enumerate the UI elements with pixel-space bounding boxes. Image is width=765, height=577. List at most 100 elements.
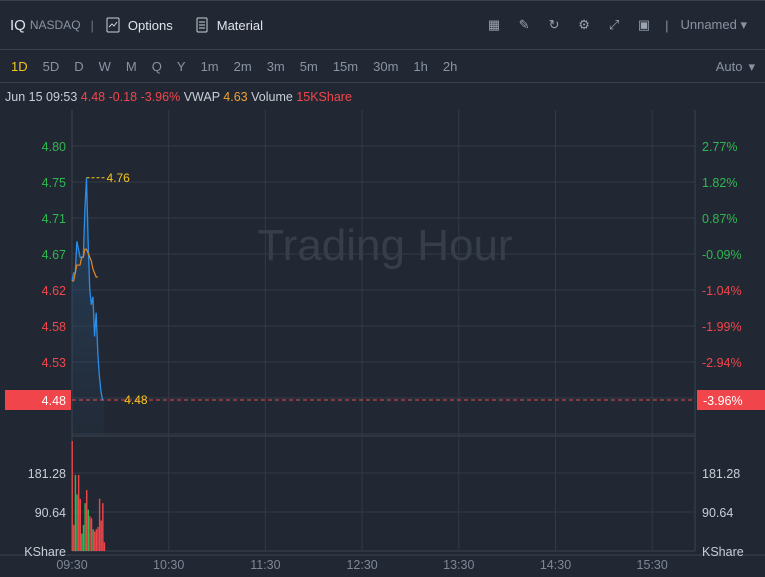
layout-select[interactable]: Unnamed ▾	[680, 17, 747, 33]
price-tick: 4.71	[42, 212, 66, 226]
volume-label: Volume	[251, 90, 293, 104]
info-price: 4.48	[80, 90, 106, 104]
volume-bar	[90, 518, 93, 551]
material-button[interactable]: Material	[193, 16, 263, 34]
price-tick: 4.80	[42, 140, 66, 154]
chevron-down-icon: ▾	[740, 17, 747, 32]
material-label: Material	[216, 17, 263, 33]
vwap-label: VWAP	[183, 90, 220, 104]
period-1h[interactable]: 1h	[413, 59, 428, 74]
vwap-line	[72, 248, 98, 282]
scale-mode-select[interactable]: Auto	[715, 59, 743, 74]
document-icon	[193, 16, 211, 34]
period-D[interactable]: D	[74, 59, 84, 74]
current-pct-badge-text: -3.96%	[703, 394, 743, 408]
volume-bar	[84, 503, 86, 551]
volume-bar	[74, 474, 77, 551]
time-tick: 10:30	[153, 558, 184, 572]
volume-bar	[94, 531, 96, 551]
volume-tick: 181.28	[28, 467, 66, 481]
options-button[interactable]: Options	[104, 16, 173, 34]
volume-value: 15KShare	[296, 90, 352, 104]
period-5m[interactable]: 5m	[299, 59, 318, 74]
volume-bar	[100, 520, 102, 551]
fullscreen-icon[interactable]: ⤢	[608, 17, 620, 32]
volume-bar	[81, 533, 83, 551]
pct-tick: -1.99%	[702, 320, 742, 334]
volume-bar	[76, 494, 78, 551]
volume-tick-right: 90.64	[702, 506, 733, 520]
layout-name: Unnamed	[680, 17, 737, 32]
refresh-icon[interactable]: ↻	[548, 17, 560, 32]
period-5D[interactable]: 5D	[42, 59, 60, 74]
volume-bar	[71, 441, 73, 551]
volume-bar	[79, 498, 81, 551]
price-tick: 4.58	[42, 320, 66, 334]
volume-bar	[82, 524, 85, 551]
volume-bar	[97, 527, 99, 551]
price-tick: 4.62	[42, 284, 66, 298]
period-Q[interactable]: Q	[151, 59, 162, 74]
pct-tick: 0.87%	[702, 212, 737, 226]
period-30m[interactable]: 30m	[373, 59, 399, 74]
price-tick: 4.53	[42, 356, 66, 370]
period-15m[interactable]: 15m	[332, 59, 359, 74]
pct-tick: 2.77%	[702, 140, 737, 154]
grid-layout-icon[interactable]: ▣	[637, 17, 651, 32]
period-1m[interactable]: 1m	[200, 59, 219, 74]
watermark: Trading Hour	[257, 221, 512, 270]
price-tick: 4.75	[42, 176, 66, 190]
divider: |	[665, 17, 669, 33]
pct-tick: 1.82%	[702, 176, 737, 190]
volume-unit-right: KShare	[702, 545, 744, 559]
volume-bar	[98, 498, 101, 551]
vwap-value: 4.63	[223, 90, 248, 104]
chart-type-icon[interactable]: ▦	[487, 17, 501, 32]
price-area	[72, 177, 105, 436]
time-tick: 11:30	[250, 558, 280, 572]
info-line: Jun 15 09:53 4.48 -0.18 -3.96% VWAP 4.63…	[5, 90, 352, 104]
period-1D[interactable]: 1D	[11, 59, 28, 74]
high-label: 4.76	[107, 171, 131, 185]
price-line	[71, 177, 105, 401]
volume-unit: KShare	[24, 545, 66, 559]
chevron-down-icon: ▾	[748, 58, 755, 74]
info-datetime: Jun 15 09:53	[5, 90, 78, 104]
time-tick: 09:30	[56, 558, 87, 572]
volume-bar	[89, 516, 91, 551]
pct-tick: -1.04%	[702, 284, 742, 298]
volume-bar	[102, 503, 104, 551]
options-icon	[104, 16, 122, 34]
time-tick: 13:30	[443, 558, 474, 572]
period-M[interactable]: M	[125, 59, 137, 74]
volume-bar	[86, 490, 88, 551]
current-price-badge	[5, 390, 71, 410]
volume-bar	[73, 524, 75, 551]
volume-bar	[103, 542, 106, 551]
price-tick: 4.67	[42, 248, 66, 262]
current-pct-badge	[697, 390, 765, 410]
period-2h[interactable]: 2h	[442, 59, 458, 74]
time-tick: 15:30	[637, 558, 668, 572]
info-change-pct: -3.96%	[140, 90, 181, 104]
volume-bar	[95, 529, 98, 551]
divider: |	[90, 17, 94, 33]
volume-bar	[87, 509, 90, 551]
pct-tick: -0.09%	[702, 248, 742, 262]
period-Y[interactable]: Y	[176, 59, 186, 74]
symbol[interactable]: IQ	[10, 16, 26, 34]
period-3m[interactable]: 3m	[266, 59, 285, 74]
current-price-badge-text: 4.48	[42, 394, 66, 408]
volume-tick: 90.64	[35, 506, 66, 520]
period-W[interactable]: W	[98, 59, 111, 74]
period-2m[interactable]: 2m	[233, 59, 252, 74]
pct-tick: -2.94%	[702, 356, 742, 370]
pencil-icon[interactable]: ✎	[518, 17, 530, 32]
last-label: 4.48	[124, 393, 148, 407]
volume-bar	[92, 529, 94, 551]
gear-icon[interactable]: ⚙	[578, 17, 590, 32]
volume-bar	[77, 474, 80, 551]
time-tick: 12:30	[346, 558, 377, 572]
volume-tick-right: 181.28	[702, 467, 740, 481]
